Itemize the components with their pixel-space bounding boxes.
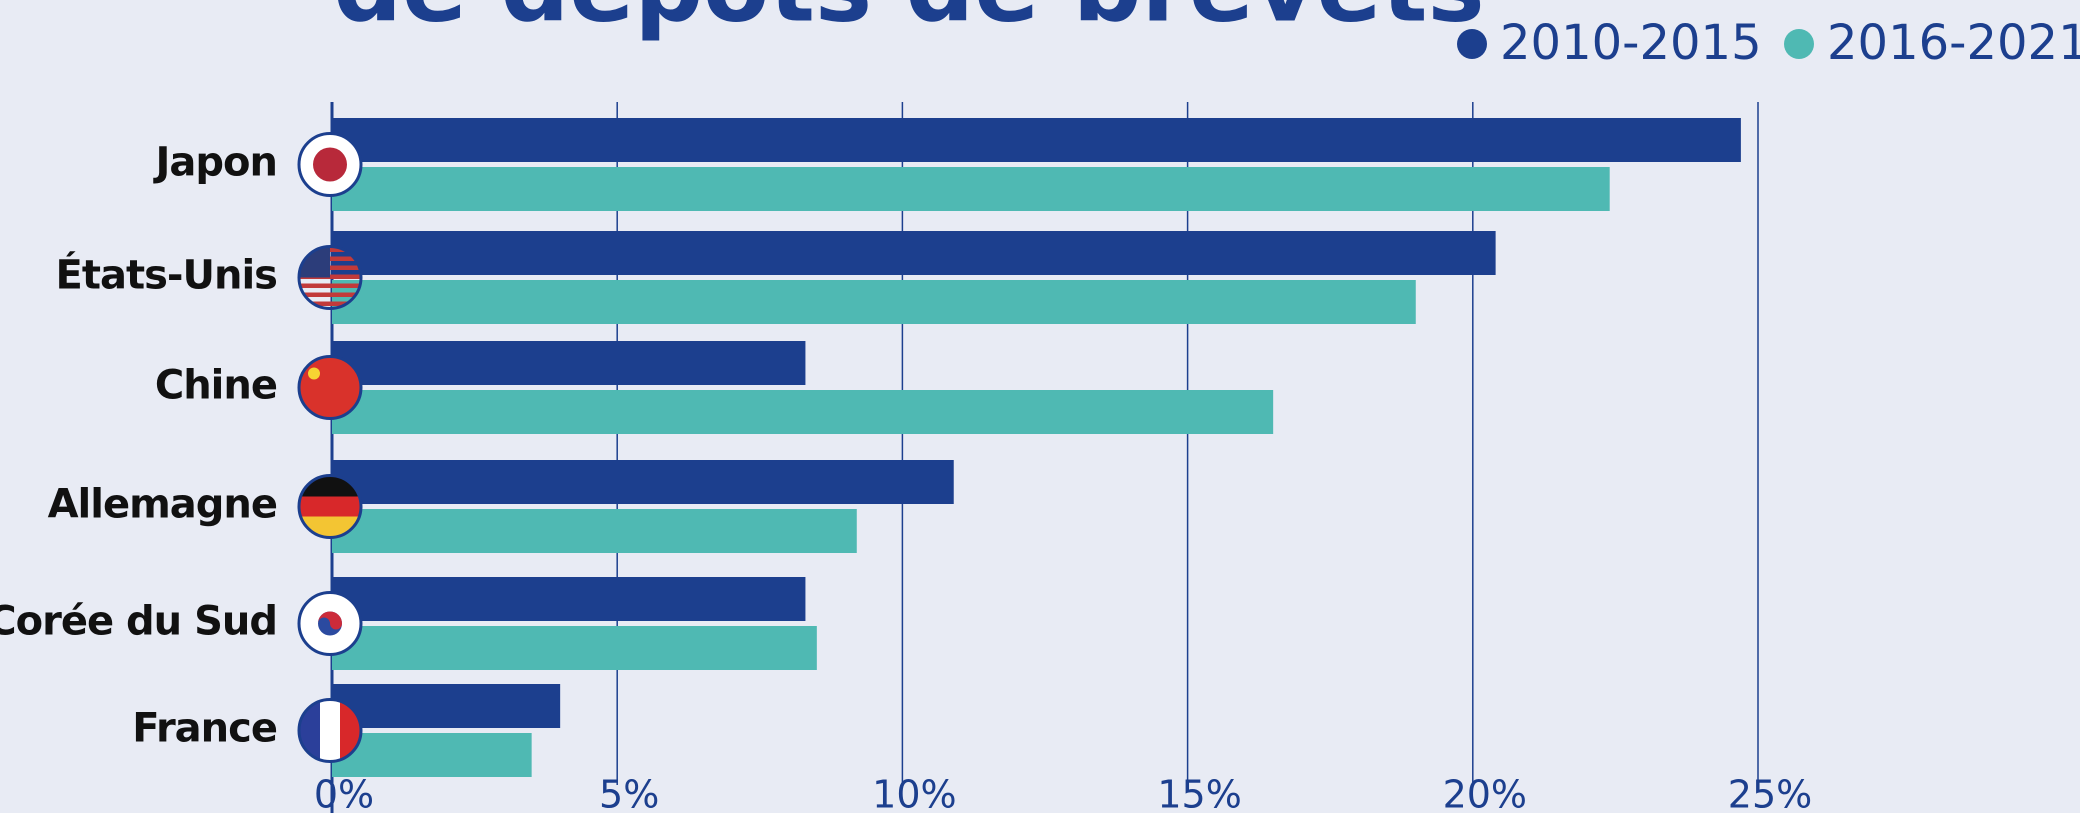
chart-title: de dépôts de brevets xyxy=(333,0,1484,43)
x-tick-label: 10% xyxy=(872,773,956,813)
flag xyxy=(300,516,360,537)
legend-marker xyxy=(1784,29,1814,59)
flag-border xyxy=(297,132,363,197)
flag xyxy=(300,357,360,418)
bar xyxy=(332,390,1274,434)
bar xyxy=(332,509,857,553)
x-tick-label: 0% xyxy=(314,773,374,813)
y-tick-label: États-Unis xyxy=(56,251,277,299)
bar xyxy=(332,577,806,621)
flag-border xyxy=(297,474,363,539)
flag-icon xyxy=(297,355,363,420)
flag xyxy=(300,496,360,517)
flag-icon xyxy=(297,698,363,763)
legend-label: 2016-2021 xyxy=(1827,15,2080,71)
flag xyxy=(300,247,360,306)
y-tick-label: Chine xyxy=(155,363,277,409)
bar xyxy=(332,280,1416,324)
flag-border xyxy=(297,698,363,763)
bar xyxy=(332,684,561,728)
bar xyxy=(332,118,1741,162)
bar xyxy=(332,231,1496,275)
y-tick-label: Allemagne xyxy=(48,482,277,528)
x-tick-label: 25% xyxy=(1728,773,1812,813)
flag xyxy=(300,476,360,497)
flag xyxy=(308,367,320,380)
flag-border xyxy=(297,591,363,656)
flag xyxy=(300,700,320,761)
flag-border xyxy=(297,355,363,420)
legend-label: 2010-2015 xyxy=(1500,15,1762,71)
bar xyxy=(332,460,954,504)
y-tick-label: France xyxy=(132,706,277,752)
flag-icon xyxy=(297,132,363,197)
flag xyxy=(300,593,360,654)
flag-border xyxy=(297,245,363,310)
legend-marker xyxy=(1457,29,1487,59)
flag xyxy=(300,357,360,418)
bar xyxy=(332,341,806,385)
x-tick-label: 5% xyxy=(599,773,659,813)
flag xyxy=(318,611,342,630)
bar xyxy=(332,626,817,670)
flag xyxy=(300,283,360,288)
flag xyxy=(300,292,360,297)
y-tick-label: Japon xyxy=(153,140,277,186)
x-tick-label: 20% xyxy=(1443,773,1527,813)
bar xyxy=(332,167,1610,211)
flag xyxy=(320,700,340,761)
flag xyxy=(313,147,347,182)
flag-icon xyxy=(297,474,363,539)
x-tick-label: 15% xyxy=(1157,773,1241,813)
flag xyxy=(300,134,360,195)
bar xyxy=(332,733,532,777)
flag xyxy=(340,700,360,761)
flag-icon xyxy=(297,245,363,310)
flag xyxy=(300,476,360,537)
y-tick-label: Corée du Sud xyxy=(0,599,277,645)
flag xyxy=(300,301,360,306)
flag xyxy=(300,700,360,761)
flag-icon xyxy=(297,591,363,656)
